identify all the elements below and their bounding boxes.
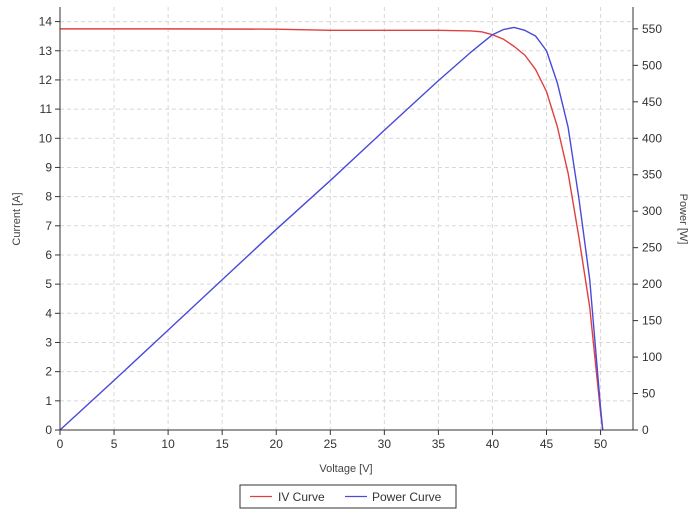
y2-tick-label: 50: [642, 387, 656, 401]
y-tick-label: 8: [45, 190, 52, 204]
y2-tick-label: 550: [642, 22, 662, 36]
y-tick-label: 10: [39, 131, 53, 145]
axes-layer: [59, 7, 634, 431]
y2-tick-label: 100: [642, 350, 662, 364]
y-tick-label: 2: [45, 365, 52, 379]
y2-tick-label: 350: [642, 168, 662, 182]
y2-tick-label: 200: [642, 277, 662, 291]
y-tick-label: 13: [39, 44, 53, 58]
y2-tick-label: 150: [642, 314, 662, 328]
x-axis-title: Voltage [V]: [319, 463, 372, 475]
y-tick-label: 4: [45, 306, 52, 320]
x-tick-label: 25: [324, 437, 338, 451]
y-tick-label: 1: [45, 394, 52, 408]
x-tick-label: 5: [111, 437, 118, 451]
y2-axis-title: Power [W]: [677, 194, 689, 245]
y2-tick-label: 500: [642, 58, 662, 72]
x-tick-label: 45: [540, 437, 554, 451]
y-tick-label: 0: [45, 423, 52, 437]
y-tick-label: 9: [45, 160, 52, 174]
grid-layer: [59, 7, 633, 431]
legend-power-label: Power Curve: [372, 490, 442, 504]
y2-tick-label: 250: [642, 241, 662, 255]
series-layer: [59, 26, 604, 431]
y-tick-label: 7: [45, 219, 52, 233]
ticks-layer: 0 5 10 15 20 25 30 35 40 45 5001234567891011121314…: [39, 15, 663, 451]
y2-tick-label: 0: [642, 423, 649, 437]
x-tick-label: 0: [57, 437, 64, 451]
x-tick-label: 40: [486, 437, 500, 451]
legend: IV Curve Power Curve: [239, 484, 457, 509]
y-tick-label: 12: [39, 73, 53, 87]
y-axis-title: Current [A]: [11, 192, 23, 245]
y-tick-label: 14: [39, 15, 53, 29]
y-tick-label: 11: [40, 102, 53, 116]
y-tick-label: 3: [45, 335, 52, 349]
y-tick-label: 5: [45, 277, 52, 291]
power-curve-line: [59, 26, 604, 431]
x-tick-label: 30: [378, 437, 392, 451]
legend-iv-label: IV Curve: [278, 490, 325, 504]
x-tick-label: 15: [215, 437, 229, 451]
y-tick-label: 6: [45, 248, 52, 262]
x-tick-label: 20: [270, 437, 284, 451]
x-tick-label: 35: [432, 437, 446, 451]
x-tick-label: 10: [161, 437, 175, 451]
x-tick-label: 50: [594, 437, 608, 451]
y2-tick-label: 300: [642, 204, 662, 218]
iv-curve-line: [60, 28, 604, 431]
y2-tick-label: 400: [642, 131, 662, 145]
y2-tick-label: 450: [642, 95, 662, 109]
